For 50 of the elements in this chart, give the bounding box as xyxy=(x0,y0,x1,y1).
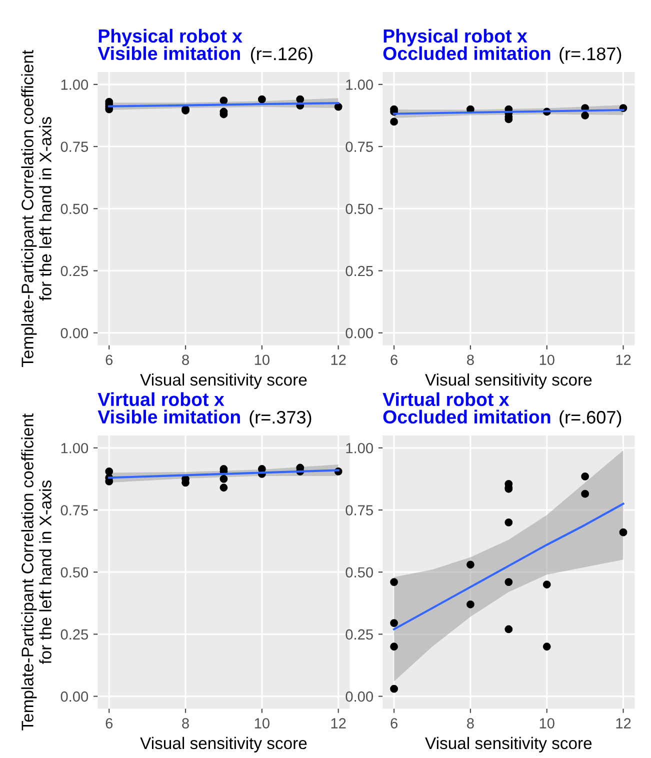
x-tick-label: 6 xyxy=(390,354,398,366)
x-tick-label: 10 xyxy=(254,354,270,366)
y-tick-label: 1.00 xyxy=(61,442,88,454)
x-tick-label: 6 xyxy=(106,354,113,366)
y-axis-title: Template-Participant Correlation coefficient for the left hand in X-axis xyxy=(21,413,52,730)
x-axis-title: Visual sensitivity score xyxy=(140,373,307,389)
x-tick-label: 12 xyxy=(331,718,346,728)
x-tick-label: 8 xyxy=(467,354,474,366)
x-axis-title: Visual sensitivity score xyxy=(425,736,592,752)
x-tick-label: 6 xyxy=(390,718,398,728)
x-tick-label: 12 xyxy=(616,718,631,728)
x-tick-label: 8 xyxy=(182,718,189,728)
y-tick-label: 0.75 xyxy=(60,142,88,152)
y-tick-label: 0.00 xyxy=(60,691,88,702)
y-tick-label: 0.00 xyxy=(346,328,373,338)
x-tick-label: 8 xyxy=(467,718,474,728)
x-tick-label: 8 xyxy=(182,354,189,366)
chart-subtitle: (r=.607) xyxy=(560,410,622,428)
y-tick-label: 0.50 xyxy=(346,567,373,578)
y-axis-title: Template-Participant Correlation coefficient for the left hand in X-axis xyxy=(21,50,52,367)
x-tick-label: 10 xyxy=(540,354,554,366)
x-tick-label: 10 xyxy=(254,718,270,728)
chart-subtitle: (r=.126) xyxy=(250,46,312,64)
x-axis-title: Visual sensitivity score xyxy=(140,736,307,752)
chart-subtitle: (r=.373) xyxy=(250,410,312,428)
y-tick-label: 0.50 xyxy=(346,204,373,214)
x-tick-label: 10 xyxy=(540,718,554,728)
y-tick-label: 0.75 xyxy=(60,505,88,516)
chart-title: Virtual robot x Visible imitation xyxy=(98,392,240,424)
x-tick-label: 12 xyxy=(616,354,631,365)
y-tick-label: 0.75 xyxy=(346,505,373,516)
y-tick-label: 1.00 xyxy=(346,80,373,90)
y-tick-label: 0.00 xyxy=(346,691,373,702)
y-tick-label: 1.00 xyxy=(346,442,373,454)
y-tick-label: 1.00 xyxy=(61,80,88,90)
y-tick-label: 0.00 xyxy=(60,328,88,338)
x-tick-label: 6 xyxy=(106,718,113,728)
chart-title: Physical robot x Occluded imitation xyxy=(383,28,550,60)
x-tick-label: 12 xyxy=(331,354,346,365)
y-tick-label: 0.25 xyxy=(60,266,88,276)
y-tick-label: 0.75 xyxy=(346,142,373,152)
y-tick-label: 0.50 xyxy=(60,204,88,214)
y-tick-label: 0.25 xyxy=(60,629,88,640)
y-tick-label: 0.25 xyxy=(346,266,373,276)
chart-title: Physical robot x Visible imitation xyxy=(98,28,242,60)
chart-subtitle: (r=.187) xyxy=(560,46,622,64)
y-tick-label: 0.50 xyxy=(60,567,88,578)
chart-title: Virtual robot x Occluded imitation xyxy=(382,392,550,424)
y-tick-label: 0.25 xyxy=(346,629,373,640)
x-axis-title: Visual sensitivity score xyxy=(425,373,592,389)
